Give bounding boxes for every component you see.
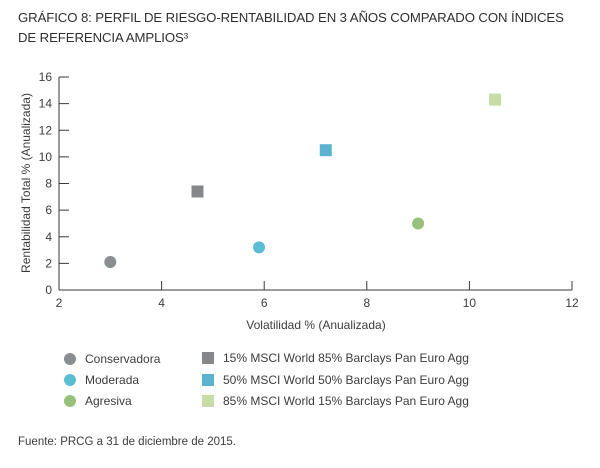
y-tick-label: 4 [45, 230, 52, 244]
x-tick-label: 8 [363, 296, 370, 310]
chart-title-line-1: GRÁFICO 8: PERFIL DE RIESGO-RENTABILIDAD… [18, 10, 564, 25]
y-tick-label: 14 [39, 97, 53, 111]
x-tick-label: 4 [158, 296, 165, 310]
chart-title-line-2: DE REFERENCIA AMPLIOS³ [18, 30, 189, 45]
y-tick-label: 8 [45, 177, 52, 191]
chart-title: GRÁFICO 8: PERFIL DE RIESGO-RENTABILIDAD… [18, 8, 588, 48]
y-tick-label: 10 [39, 150, 53, 164]
data-point-circle [104, 256, 117, 269]
data-point-square [319, 144, 332, 157]
chart-marks [104, 93, 502, 269]
y-axis-label: Rentabilidad Total % (Anualizada) [19, 93, 33, 273]
source-note: Fuente: PRCG a 31 de diciembre de 2015. [18, 436, 236, 448]
x-tick-label: 10 [463, 296, 477, 310]
data-point-circle [412, 217, 425, 230]
y-tick-label: 12 [39, 123, 53, 137]
x-tick-label: 2 [56, 296, 63, 310]
data-point-square [489, 93, 502, 106]
y-tick-label: 2 [45, 256, 52, 270]
x-tick-label: 6 [261, 296, 268, 310]
data-point-square [191, 185, 204, 198]
y-tick-label: 16 [39, 70, 53, 84]
y-tick-label: 0 [45, 283, 52, 297]
data-point-circle [253, 241, 266, 254]
x-tick-label: 12 [565, 296, 579, 310]
x-axis-label: Volatilidad % (Anualizada) [246, 318, 385, 332]
y-tick-label: 6 [45, 203, 52, 217]
